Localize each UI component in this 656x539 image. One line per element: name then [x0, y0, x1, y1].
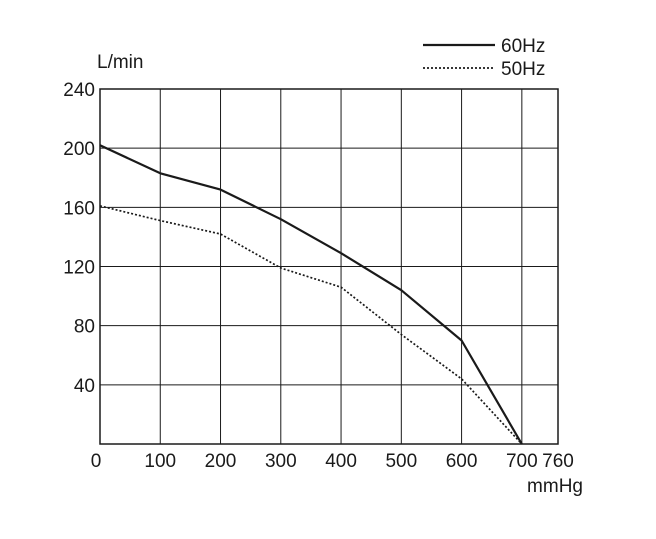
y-tick-label: 200	[63, 139, 95, 160]
x-tick-label: 400	[325, 451, 357, 472]
series-line-50hz	[99, 205, 523, 445]
y-tick-label: 240	[63, 80, 95, 101]
series-lines	[99, 144, 523, 445]
y-tick-label: 40	[74, 376, 95, 397]
x-tick-label: 100	[144, 451, 176, 472]
x-tick-label: 760	[542, 451, 574, 472]
legend-label-50hz: 50Hz	[501, 59, 545, 80]
series-line-60hz	[99, 144, 523, 445]
legend-label-60hz: 60Hz	[501, 36, 545, 57]
y-tick-labels: 40 80 120 160 200 240	[63, 80, 95, 397]
x-tick-label: 200	[205, 451, 237, 472]
plot-frame	[99, 88, 559, 445]
x-tick-label: 700	[506, 451, 538, 472]
x-axis-label: mmHg	[527, 476, 583, 497]
y-tick-label: 80	[74, 317, 95, 338]
x-tick-label: 600	[446, 451, 478, 472]
grid-lines	[100, 89, 558, 444]
y-tick-label: 120	[63, 258, 95, 279]
x-tick-labels: 0 100 200 300 400 500 600 700 760	[91, 451, 574, 472]
y-axis-label: L/min	[97, 52, 143, 73]
x-tick-label: 0	[91, 451, 102, 472]
y-tick-label: 160	[63, 198, 95, 219]
x-tick-label: 500	[385, 451, 417, 472]
x-tick-label: 300	[265, 451, 297, 472]
